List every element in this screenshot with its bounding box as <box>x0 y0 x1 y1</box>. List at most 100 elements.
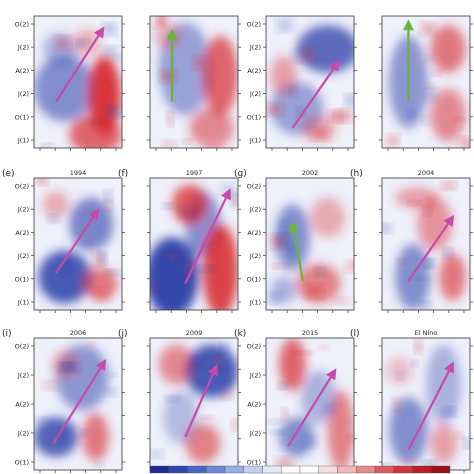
panel-7: 2002 (g)O(2) J(2) A(2) J(2) O(1) J(1) <box>234 169 357 313</box>
panel-6: 1997 (f) <box>118 169 241 313</box>
anomaly-field <box>150 16 238 148</box>
y-tick-label: J(2) <box>17 252 29 260</box>
y-tick-label: A(2) <box>15 67 29 75</box>
panel-title: El Nino <box>415 329 438 337</box>
anomaly-field <box>382 178 470 310</box>
panel-title: 2015 <box>302 329 319 337</box>
panel-3: O(2) J(2) A(2) J(2) O(1) J(1) <box>247 15 357 151</box>
panel-frame <box>381 177 471 311</box>
colorbar-swatch <box>431 465 451 474</box>
colorbar-swatch <box>224 465 244 474</box>
y-tick-label: O(2) <box>247 343 261 351</box>
colorbar-swatch <box>318 465 338 474</box>
anomaly-field <box>34 16 122 148</box>
panel-12: El Nino(l)60E90E120E150E180150W <box>350 329 473 473</box>
y-tick-label: A(2) <box>247 67 261 75</box>
colorbar-swatch <box>206 465 226 474</box>
panel-frame <box>381 15 471 149</box>
positive-anomaly-region <box>386 357 413 385</box>
colorbar-swatch <box>187 465 207 474</box>
colorbar-swatch <box>243 465 263 474</box>
anomaly-field <box>150 178 238 310</box>
pink-propagation-arrow <box>291 59 341 129</box>
panel-8: 2004 (h) <box>350 169 473 313</box>
colorbar-swatch <box>393 465 413 474</box>
anomaly-field <box>382 16 470 148</box>
negative-anomaly-region <box>34 417 78 457</box>
panel-title: 2009 <box>186 329 203 337</box>
positive-anomaly-region <box>310 197 346 238</box>
colorbar-swatch <box>168 465 188 474</box>
panel-frame <box>265 177 355 311</box>
panel-title: 2004 <box>418 169 435 177</box>
y-tick-label: J(1) <box>249 137 261 145</box>
positive-anomaly-region <box>430 88 466 142</box>
positive-anomaly-region <box>172 184 208 225</box>
panel-11: 2015(k)O(2)J(2)A(2)J(2)O(1)60E90E120E150… <box>234 329 357 473</box>
panel-1: O(2) J(2) A(2) J(2) O(1) J(1) <box>15 15 125 151</box>
panel-letter: (l) <box>350 329 360 339</box>
positive-anomaly-region <box>439 253 466 301</box>
anomaly-field <box>266 178 354 310</box>
pink-propagation-arrow <box>184 364 218 438</box>
y-tick-label: O(1) <box>15 275 29 283</box>
panel-letter: (g) <box>234 169 247 179</box>
colorbar-swatch <box>374 465 394 474</box>
panel-letter: (f) <box>118 169 128 179</box>
pink-propagation-arrow <box>55 208 100 274</box>
panel-title: 2006 <box>70 329 87 337</box>
y-tick-label: O(1) <box>15 113 29 121</box>
colorbar-swatch <box>356 465 376 474</box>
panel-letter: (j) <box>118 329 128 339</box>
y-tick-label: O(2) <box>247 21 261 29</box>
y-tick-label: J(1) <box>17 299 29 307</box>
y-tick-label: J(2) <box>249 252 261 260</box>
positive-anomaly-region <box>69 115 122 148</box>
pink-propagation-arrow <box>407 214 455 282</box>
anomaly-field <box>266 338 354 470</box>
y-tick-label: O(1) <box>247 275 261 283</box>
green-propagation-arrow <box>288 220 305 282</box>
positive-anomaly-region <box>395 187 440 209</box>
panel-frame <box>265 15 355 149</box>
panel-title: 2002 <box>302 169 319 177</box>
panel-frame <box>33 177 123 311</box>
panel-frame <box>33 15 123 149</box>
y-tick-label: O(2) <box>247 183 261 191</box>
negative-anomaly-region <box>38 250 92 304</box>
negative-anomaly-region <box>163 390 199 444</box>
y-tick-label: J(2) <box>249 90 261 98</box>
positive-anomaly-region <box>270 55 297 96</box>
panel-2 <box>147 15 241 151</box>
y-tick-label: J(2) <box>249 430 261 438</box>
pink-propagation-arrow <box>407 361 454 451</box>
y-tick-label: J(2) <box>17 430 29 438</box>
positive-anomaly-region <box>327 390 354 470</box>
panel-4 <box>379 15 473 151</box>
panel-title: 1997 <box>186 169 203 177</box>
panel-letter: (h) <box>350 169 363 179</box>
y-tick-label: J(2) <box>17 90 29 98</box>
y-tick-label: O(2) <box>15 21 29 29</box>
y-tick-label: J(2) <box>17 44 29 52</box>
y-tick-label: O(1) <box>15 459 29 467</box>
positive-anomaly-region <box>189 108 234 148</box>
panel-title: 1994 <box>70 169 87 177</box>
y-tick-label: J(2) <box>17 372 29 380</box>
positive-anomaly-region <box>202 35 238 115</box>
panel-frame <box>149 177 239 311</box>
colorbar-swatch <box>281 465 301 474</box>
y-tick-label: O(2) <box>15 343 29 351</box>
colorbar-swatch <box>412 465 432 474</box>
panel-letter: (k) <box>234 329 246 339</box>
y-tick-label: J(1) <box>17 137 29 145</box>
negative-anomaly-region <box>279 417 315 457</box>
negative-anomaly-region <box>389 397 428 464</box>
positive-anomaly-region <box>82 413 109 461</box>
y-tick-label: A(2) <box>247 229 261 237</box>
colorbar-swatch <box>299 465 319 474</box>
anomaly-field <box>382 338 470 470</box>
pink-propagation-arrow <box>287 368 337 447</box>
panel-letter: (e) <box>2 169 15 179</box>
positive-anomaly-region <box>202 224 238 310</box>
